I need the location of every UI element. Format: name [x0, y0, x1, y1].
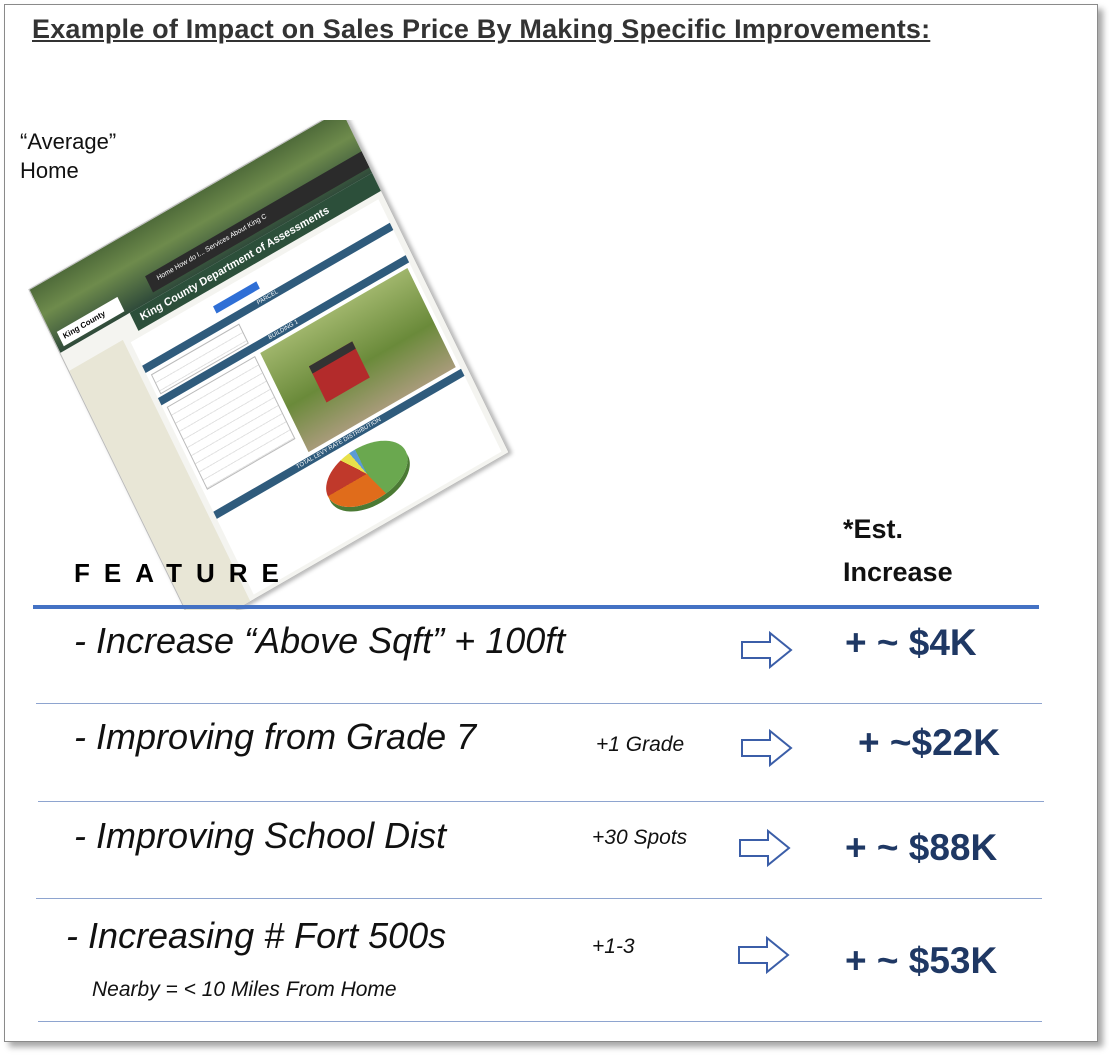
feature-text-3: - Improving School Dist: [74, 815, 447, 856]
right-arrow-icon: [739, 828, 791, 868]
value-3: + ~ $88K: [845, 827, 998, 868]
feature-text-4: - Increasing # Fort 500s: [66, 915, 447, 956]
est-header-line2: Increase: [843, 557, 953, 587]
feature-note-4: Nearby = < 10 Miles From Home: [92, 978, 397, 1001]
average-label-line2: Home: [20, 158, 79, 183]
slide-title: Example of Impact on Sales Price By Maki…: [32, 14, 931, 44]
feature-detail-3: +30 Spots: [592, 826, 688, 849]
feature-detail-4: +1-3: [592, 935, 635, 958]
feature-detail-2: +1 Grade: [596, 733, 685, 756]
value-1: + ~ $4K: [845, 622, 977, 663]
value-4: + ~ $53K: [845, 940, 998, 981]
feature-text-2: - Improving from Grade 7: [74, 716, 477, 757]
row-divider: [36, 898, 1042, 899]
assessor-screenshot-image: Home How do I... Services About King C K…: [28, 120, 528, 610]
pie-chart-icon: [316, 427, 418, 521]
row-divider: [38, 1021, 1042, 1022]
screenshot-page: Home How do I... Services About King C K…: [28, 120, 510, 610]
est-increase-header: *Est. Increase: [843, 508, 953, 594]
feature-header: FEATURE: [74, 558, 293, 588]
header-divider: [33, 605, 1039, 609]
average-label-line1: “Average”: [20, 129, 117, 154]
value-2: + ~$22K: [858, 722, 1000, 763]
est-header-line1: *Est.: [843, 514, 904, 544]
right-arrow-icon: [741, 630, 793, 670]
row-divider: [36, 703, 1042, 704]
average-home-label: “Average” Home: [20, 127, 116, 185]
right-arrow-icon: [738, 935, 790, 975]
row-divider: [38, 801, 1044, 802]
feature-text-1: - Increase “Above Sqft” + 100ft: [74, 620, 566, 661]
right-arrow-icon: [741, 728, 793, 768]
